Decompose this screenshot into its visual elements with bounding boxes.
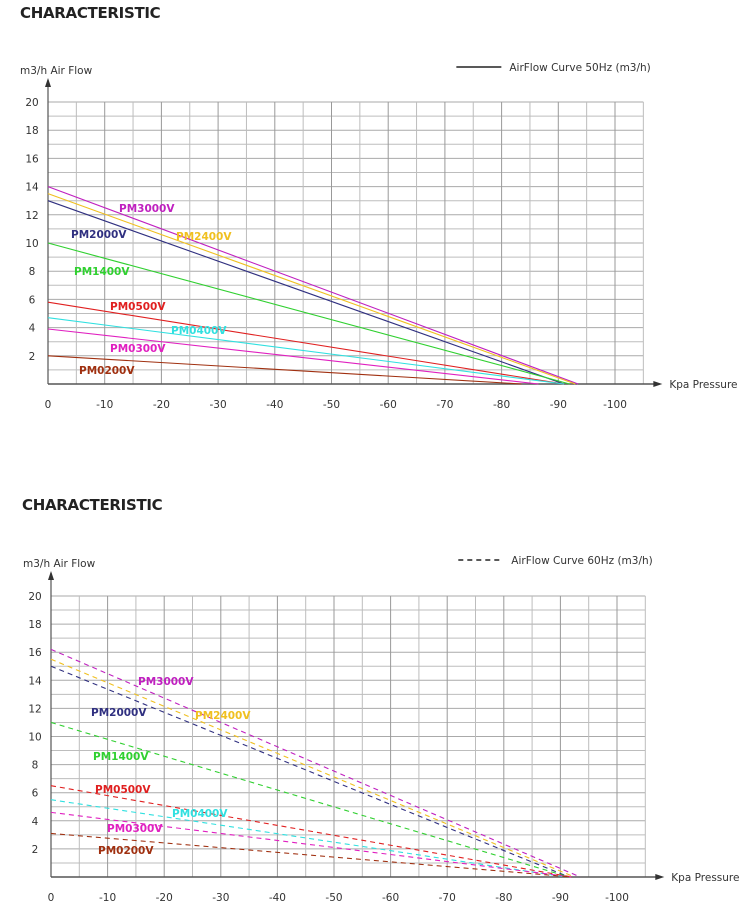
x-axis-label: Kpa Pressure <box>669 379 737 391</box>
x-axis-arrow <box>655 874 665 880</box>
series-label-pm2000v: PM2000V <box>91 707 147 719</box>
series-label-pm3000v: PM3000V <box>119 203 175 215</box>
y-axis-label: m3/h Air Flow <box>23 558 96 570</box>
series-label-pm0200v: PM0200V <box>79 365 135 377</box>
legend-label: AirFlow Curve 50Hz (m3/h) <box>509 62 650 74</box>
series-label-pm0300v: PM0300V <box>107 823 163 835</box>
chart-title-50hz: CHARACTERISTIC <box>20 4 161 22</box>
y-tick-label: 14 <box>28 675 42 687</box>
x-tick-label: -50 <box>323 399 340 411</box>
series-line-pm3000v <box>50 648 581 878</box>
y-tick-label: 16 <box>25 153 39 165</box>
series-line-pm0500v <box>47 301 565 385</box>
chart-1: m3/h Air Flow Kpa Pressure 2 4 6 8 10 12 14 16 18 2… <box>23 555 739 904</box>
x-tick-label: -20 <box>156 892 173 904</box>
series-label-pm2000v: PM2000V <box>71 229 127 241</box>
series-label-pm1400v: PM1400V <box>93 751 149 763</box>
x-tick-label: 0 <box>48 892 55 904</box>
x-tick-label: -50 <box>325 892 342 904</box>
series-line-pm1400v <box>47 242 570 385</box>
x-tick-label: -70 <box>439 892 456 904</box>
series-label-pm0400v: PM0400V <box>171 325 227 337</box>
x-tick-label: -40 <box>266 399 283 411</box>
y-axis-label: m3/h Air Flow <box>20 65 93 77</box>
series-line-pm2400v <box>47 193 576 385</box>
series-line-pm2000v <box>47 200 565 385</box>
y-tick-label: 12 <box>25 210 38 222</box>
x-tick-label: -10 <box>96 399 113 411</box>
y-tick-label: 2 <box>29 351 36 363</box>
x-tick-label: -30 <box>212 892 229 904</box>
series-label-pm0300v: PM0300V <box>110 343 166 355</box>
x-tick-label: -80 <box>493 399 510 411</box>
y-tick-label: 14 <box>25 182 39 194</box>
y-tick-label: 10 <box>28 732 41 744</box>
y-tick-label: 8 <box>32 760 39 772</box>
chart-0: m3/h Air Flow Kpa Pressure 2 4 6 8 10 12 14 16 18 2… <box>20 62 738 411</box>
y-tick-label: 20 <box>28 591 41 603</box>
y-tick-label: 10 <box>25 238 38 250</box>
legend-label: AirFlow Curve 60Hz (m3/h) <box>511 555 652 567</box>
x-tick-label: -90 <box>550 399 567 411</box>
x-tick-label: 0 <box>45 399 52 411</box>
x-tick-label: -30 <box>210 399 227 411</box>
y-tick-label: 16 <box>28 647 42 659</box>
series-line-pm2400v <box>50 658 575 878</box>
series-label-pm2400v: PM2400V <box>195 710 251 722</box>
series-label-pm3000v: PM3000V <box>138 676 194 688</box>
x-tick-label: -40 <box>269 892 286 904</box>
x-tick-label: -70 <box>436 399 453 411</box>
series-line-pm0200v <box>50 832 572 878</box>
series-line-pm1400v <box>50 721 570 878</box>
x-tick-label: -90 <box>552 892 569 904</box>
series-line-pm0400v <box>47 317 565 385</box>
y-tick-label: 2 <box>32 844 39 856</box>
series-line-pm0200v <box>47 355 522 385</box>
y-tick-label: 18 <box>28 619 41 631</box>
series-label-pm0200v: PM0200V <box>98 845 154 857</box>
y-tick-label: 20 <box>25 97 38 109</box>
series-label-pm2400v: PM2400V <box>176 231 232 243</box>
y-tick-label: 4 <box>32 816 39 828</box>
series-line-pm3000v <box>47 186 579 385</box>
y-axis-arrow <box>48 571 54 580</box>
series-line-pm0400v <box>50 799 567 878</box>
y-tick-label: 4 <box>29 323 36 335</box>
series-line-pm0300v <box>47 328 539 385</box>
chart-title-60hz: CHARACTERISTIC <box>22 496 163 514</box>
y-tick-label: 18 <box>25 125 38 137</box>
x-tick-label: -100 <box>603 399 627 411</box>
series-label-pm0500v: PM0500V <box>95 784 151 796</box>
x-tick-label: -10 <box>99 892 116 904</box>
series-line-pm2000v <box>50 665 570 878</box>
x-tick-label: -60 <box>380 399 397 411</box>
y-axis-arrow <box>45 78 51 87</box>
y-tick-label: 8 <box>29 266 36 278</box>
series-label-pm0500v: PM0500V <box>110 301 166 313</box>
series-label-pm0400v: PM0400V <box>172 808 228 820</box>
x-axis-arrow <box>653 381 663 387</box>
x-tick-label: -100 <box>605 892 629 904</box>
series-line-pm0300v <box>50 811 572 878</box>
y-tick-label: 6 <box>32 788 39 800</box>
x-axis-label: Kpa Pressure <box>671 872 739 884</box>
y-tick-label: 12 <box>28 703 41 715</box>
y-tick-label: 6 <box>29 294 36 306</box>
x-tick-label: -20 <box>153 399 170 411</box>
x-tick-label: -80 <box>495 892 512 904</box>
series-line-pm0500v <box>50 785 572 878</box>
x-tick-label: -60 <box>382 892 399 904</box>
series-label-pm1400v: PM1400V <box>74 266 130 278</box>
